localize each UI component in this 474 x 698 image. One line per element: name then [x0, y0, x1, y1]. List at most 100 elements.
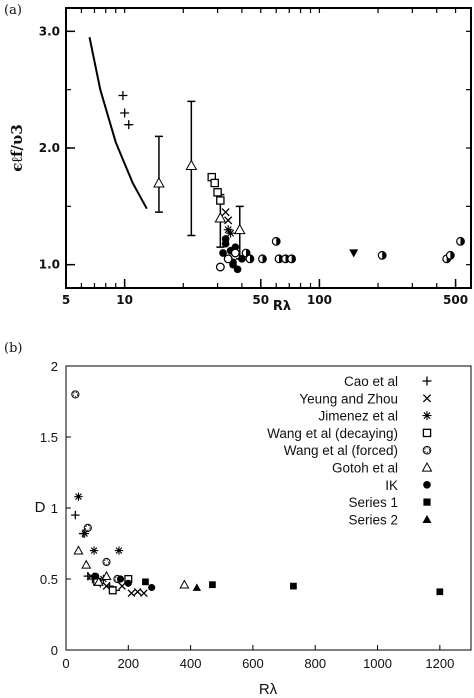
- data-point: [445, 250, 455, 260]
- legend-marker: [423, 498, 431, 506]
- legend-marker: [421, 461, 433, 472]
- data-point: [210, 178, 219, 188]
- data-point: [223, 225, 233, 235]
- panel-a-frame: [65, 7, 472, 289]
- data-point: [216, 196, 225, 205]
- legend-marker: [422, 514, 432, 523]
- data-point: [71, 510, 80, 520]
- legend-label: Wang et al (decaying): [267, 426, 398, 441]
- data-point: [271, 236, 281, 246]
- data-point: [192, 583, 202, 591]
- panel-b-label: (b): [4, 341, 22, 356]
- data-point: [120, 108, 130, 118]
- data-point: [238, 255, 246, 263]
- data-point: [114, 546, 124, 555]
- data-point: [83, 523, 92, 532]
- legend-marker: [422, 394, 432, 403]
- data-point: [93, 576, 104, 586]
- data-point: [102, 557, 111, 567]
- legend-marker: [423, 480, 431, 489]
- x-tick-label: 1200: [425, 656, 454, 671]
- data-point: [229, 260, 237, 269]
- panel-a-axes: 5 10 50 100 500 1.0 2.0 3.0: [39, 8, 472, 307]
- y-tick-label: 1: [51, 501, 58, 516]
- data-point: [287, 254, 297, 264]
- data-point: [224, 216, 233, 225]
- x-tick-label: 600: [242, 656, 264, 671]
- data-point: [116, 575, 125, 583]
- data-point: [118, 582, 126, 590]
- legend-marker: [422, 376, 432, 386]
- panel-b-x-axis-label: Rλ: [259, 681, 278, 698]
- data-point: [290, 582, 297, 590]
- legend-label: Series 1: [348, 495, 398, 510]
- x-tick-label: 0: [62, 656, 69, 671]
- panel-b-y-axis-label: D: [35, 499, 46, 516]
- data-point: [233, 223, 246, 235]
- panel-a-plot-area: [88, 36, 465, 274]
- data-point: [436, 588, 444, 596]
- data-point: [349, 249, 359, 258]
- y-tick-label: 2: [51, 359, 58, 374]
- data-point: [148, 583, 156, 592]
- theory-curve: [88, 36, 148, 210]
- legend-label: Gotoh et al: [332, 461, 398, 476]
- data-point: [89, 546, 99, 555]
- legend-marker: [422, 411, 432, 421]
- data-point: [233, 265, 242, 274]
- panel-b-axes: 0 200 400 600 800 1000 1200 0 0.5 1 1.5 2: [40, 359, 454, 671]
- data-point: [214, 211, 227, 223]
- x-tick-label: 100: [307, 293, 332, 307]
- data-point: [456, 236, 465, 246]
- data-point: [377, 250, 387, 260]
- legend-label: Series 2: [348, 512, 398, 527]
- x-tick-label: 5: [62, 293, 70, 307]
- panel-a-x-axis-label: Rλ: [273, 299, 291, 314]
- legend-label: Jimenez et al: [318, 409, 398, 424]
- data-point: [245, 254, 255, 264]
- data-point: [142, 578, 149, 586]
- panel-b-plot-area: [71, 390, 444, 598]
- x-tick-label: 400: [180, 656, 202, 671]
- y-tick-label: 2.0: [39, 141, 60, 155]
- x-tick-label: 1000: [363, 656, 392, 671]
- data-point: [179, 579, 190, 589]
- data-point: [92, 572, 100, 580]
- y-tick-label: 1.0: [39, 258, 60, 272]
- y-tick-label: 3.0: [39, 24, 60, 38]
- data-point: [213, 188, 222, 197]
- data-point: [221, 208, 230, 217]
- error-bar: [154, 135, 163, 213]
- data-point: [118, 91, 128, 100]
- y-tick-label: 0.5: [40, 572, 58, 587]
- data-point: [127, 589, 136, 598]
- y-tick-label: 1.5: [40, 430, 58, 445]
- x-tick-label: 800: [304, 656, 326, 671]
- data-point: [124, 579, 132, 587]
- panel-a-y-axis-label: ϵℓf/υ3: [8, 124, 26, 172]
- panel-b-frame: [65, 365, 472, 651]
- data-point: [71, 390, 80, 399]
- data-point: [73, 545, 84, 555]
- x-tick-label: 10: [116, 293, 133, 307]
- data-point: [133, 587, 142, 596]
- legend-label: Yeung and Zhou: [299, 391, 398, 406]
- panel-b-legend: Cao et al Yeung and Zhou Jimenez et al Wang…: [267, 374, 433, 527]
- data-point: [74, 492, 83, 501]
- data-point: [140, 589, 148, 598]
- data-point: [230, 248, 240, 258]
- data-point: [81, 559, 92, 569]
- data-point: [258, 254, 267, 264]
- x-tick-label: 500: [443, 293, 468, 307]
- legend-marker: [422, 428, 432, 438]
- data-point: [221, 235, 230, 243]
- data-point: [80, 529, 89, 538]
- x-tick-label: 200: [117, 656, 139, 671]
- data-point: [215, 262, 225, 272]
- data-point: [226, 228, 236, 238]
- data-point: [108, 586, 117, 595]
- legend-marker: [422, 445, 432, 455]
- data-point: [209, 581, 216, 589]
- x-tick-label: 50: [252, 293, 269, 307]
- data-point: [101, 570, 112, 581]
